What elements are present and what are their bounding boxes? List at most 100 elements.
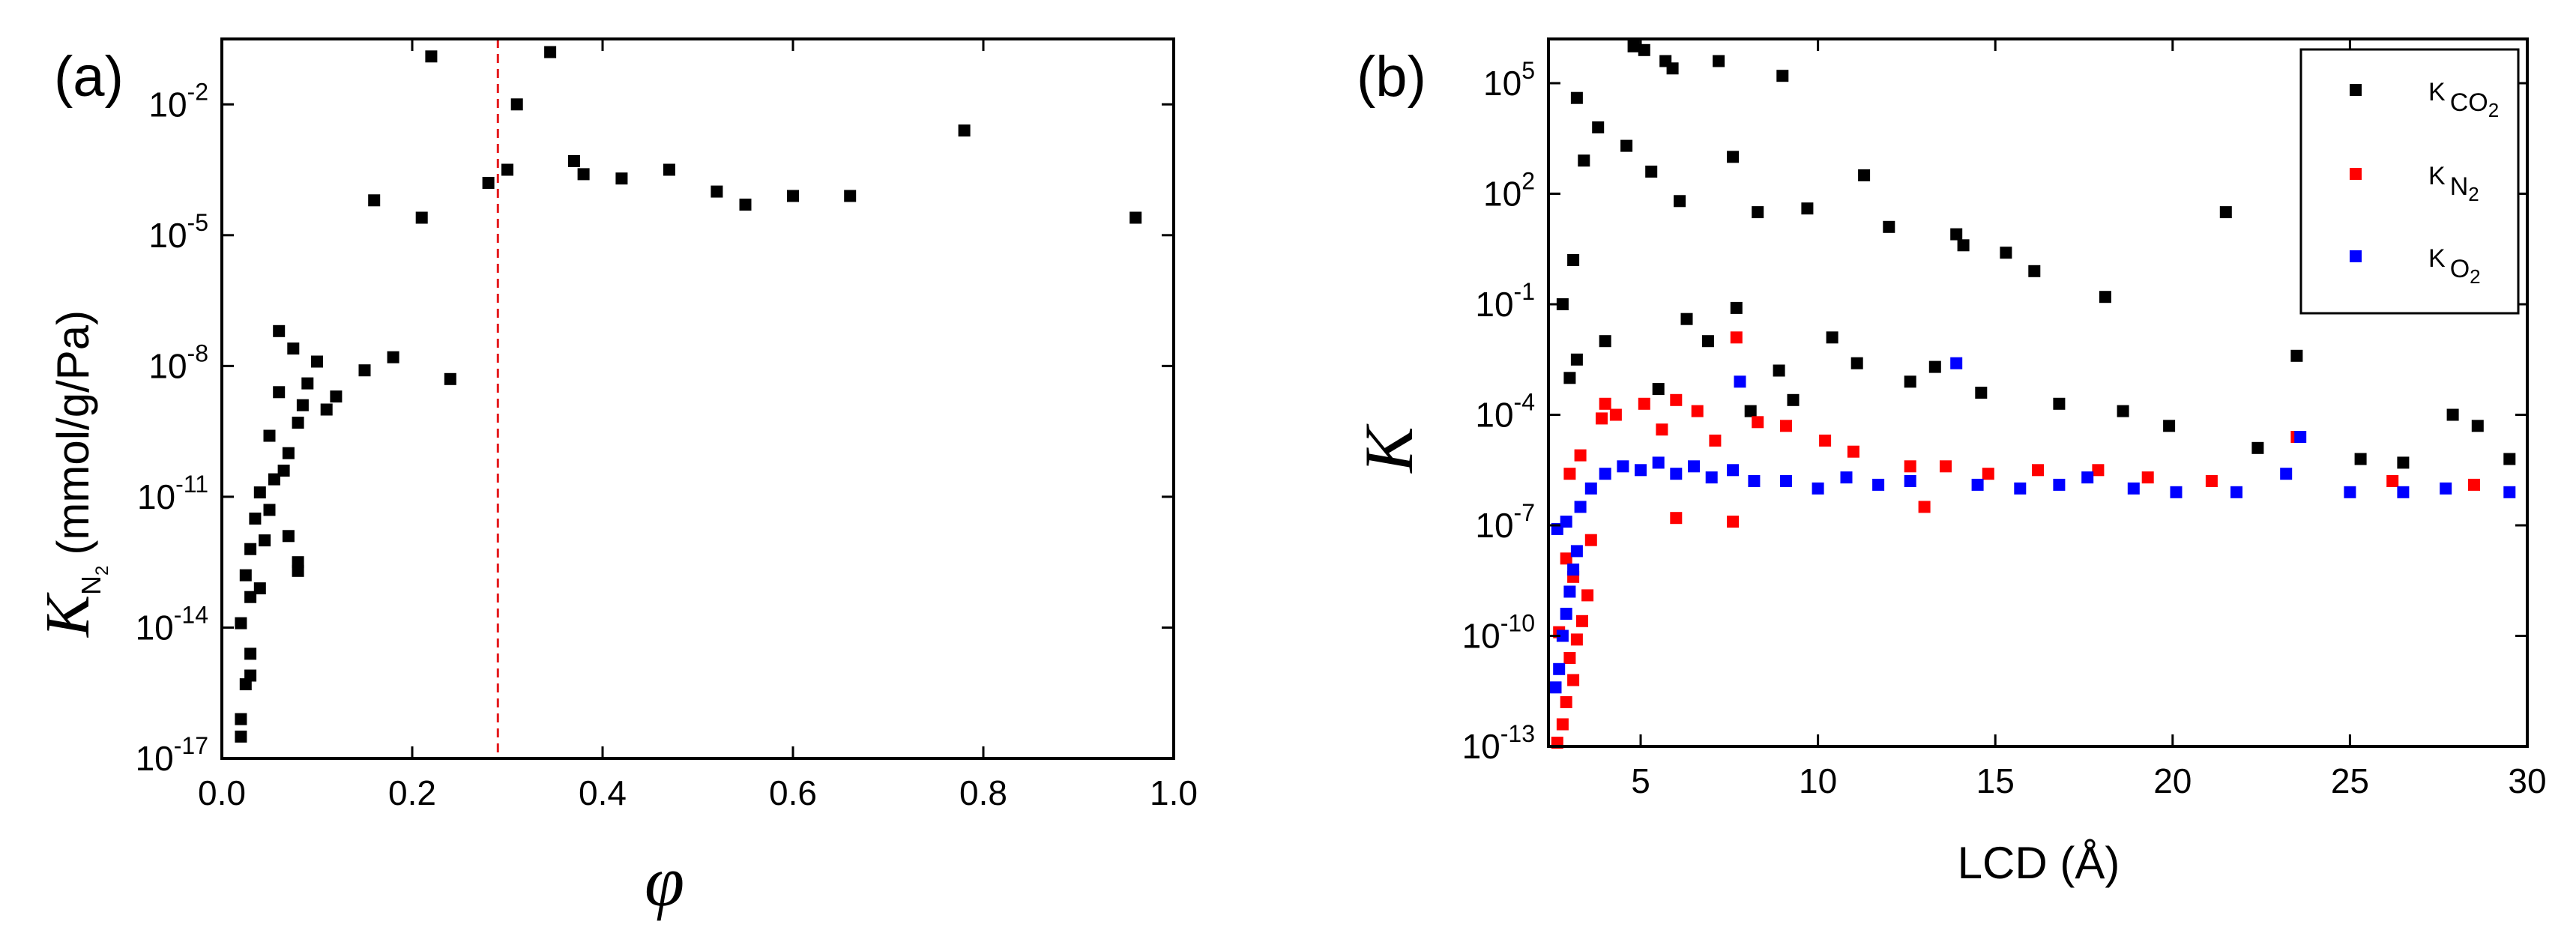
- data-point: [1701, 335, 1714, 348]
- data-point: [1556, 298, 1569, 310]
- data-point: [282, 530, 295, 543]
- data-point: [577, 168, 590, 181]
- data-point: [368, 194, 381, 207]
- data-point: [1819, 434, 1832, 447]
- panel-a-x-axis: 0.0 0.2 0.4 0.6 0.8 1.0: [198, 39, 1198, 812]
- data-point: [1713, 55, 1725, 67]
- y-tick-label: 10-7: [1475, 499, 1535, 545]
- data-point: [2468, 478, 2480, 491]
- data-point: [1744, 405, 1757, 417]
- data-point: [1840, 471, 1853, 484]
- panel-a-y-axis-subscript: N: [76, 576, 106, 595]
- panel-b-scatter-layer: [1549, 40, 2516, 749]
- data-point: [1780, 420, 1792, 432]
- data-point: [1553, 662, 1566, 675]
- data-point: [2397, 456, 2410, 469]
- data-point: [1940, 460, 1952, 473]
- legend-item-kn2: K N2: [2350, 162, 2479, 205]
- data-point: [1592, 121, 1605, 133]
- data-point: [1563, 652, 1576, 664]
- data-point: [1734, 375, 1746, 388]
- legend-marker-kn2: [2350, 168, 2362, 180]
- data-point: [244, 543, 257, 555]
- data-point: [282, 447, 295, 459]
- data-point: [2503, 453, 2516, 465]
- data-point: [1599, 397, 1611, 410]
- data-point: [2205, 475, 2218, 487]
- panel-b: (b) 5 10 15 20 25 30 10-1310-1010-710-410-110…: [1351, 37, 2547, 888]
- data-point: [1872, 478, 1885, 491]
- panel-a-y-axis-title: KN2 (mmol/g/Pa): [33, 310, 112, 638]
- data-point: [1596, 412, 1608, 425]
- data-point: [1599, 335, 1611, 348]
- panel-b-y-axis: 10-13 10-10 10-7 10-4 10-1 102 105: [1462, 57, 2527, 766]
- data-point: [1638, 397, 1650, 410]
- data-point: [1776, 70, 1789, 82]
- data-point: [1982, 468, 1994, 480]
- data-point: [739, 199, 752, 211]
- y-tick-label: 10-8: [148, 339, 208, 385]
- data-point: [1773, 364, 1785, 377]
- data-point: [2344, 486, 2356, 498]
- data-point: [1904, 460, 1916, 473]
- legend-marker-ko2: [2350, 250, 2362, 262]
- series-k-n2: [235, 46, 1142, 743]
- legend-item-kco2: K CO2: [2350, 78, 2499, 121]
- data-point: [1812, 482, 1824, 495]
- data-point: [2081, 471, 2094, 484]
- data-point: [1730, 331, 1743, 344]
- x-tick-label: 5: [1631, 761, 1650, 800]
- data-point: [2053, 478, 2066, 491]
- panel-a: (a) 0.0 0.2 0.4 0.6 0.8 1.0 10-1710-1410-1110…: [33, 37, 1198, 921]
- data-point: [239, 569, 252, 582]
- data-point: [263, 429, 276, 442]
- panel-b-label: (b): [1357, 45, 1426, 109]
- data-point: [1674, 195, 1686, 208]
- data-point: [2117, 405, 2129, 417]
- data-point: [273, 324, 286, 337]
- panel-a-label: (a): [54, 45, 124, 109]
- data-point: [244, 669, 257, 682]
- data-point: [1570, 353, 1583, 366]
- data-point: [1556, 718, 1569, 731]
- data-point: [1574, 501, 1587, 513]
- data-point: [2053, 397, 2066, 410]
- data-point: [2032, 464, 2044, 477]
- data-point: [615, 172, 628, 185]
- data-point: [2000, 247, 2012, 259]
- y-tick-label: 10-4: [1475, 389, 1535, 435]
- x-tick-label: 20: [2153, 761, 2192, 800]
- data-point: [301, 377, 314, 390]
- data-point: [425, 50, 438, 63]
- panel-a-y-axis-units: (mmol/g/Pa): [48, 310, 98, 555]
- data-point: [1752, 416, 1764, 429]
- data-point: [2141, 471, 2154, 484]
- data-point: [1826, 331, 1839, 344]
- data-point: [1904, 375, 1916, 388]
- data-point: [244, 591, 257, 603]
- legend-ko2-sub: O: [2450, 255, 2470, 283]
- data-point: [1680, 312, 1693, 325]
- data-point: [1688, 460, 1700, 473]
- y-tick-label: 10-1: [1475, 278, 1535, 324]
- data-point: [2028, 265, 2041, 277]
- data-point: [1581, 589, 1594, 602]
- data-point: [501, 163, 513, 176]
- x-tick-label: 25: [2331, 761, 2369, 800]
- panel-b-y-axis-title: K: [1351, 423, 1427, 474]
- data-point: [1570, 91, 1583, 104]
- data-point: [1883, 220, 1895, 233]
- panel-b-legend: K CO2 K N2 K O2: [2299, 48, 2520, 315]
- data-point: [1570, 545, 1583, 558]
- data-point: [296, 399, 309, 411]
- x-tick-label: 1.0: [1150, 773, 1198, 812]
- data-point: [1727, 464, 1740, 477]
- x-tick-label: 10: [1799, 761, 1837, 800]
- data-point: [958, 124, 971, 137]
- data-point: [1563, 468, 1576, 480]
- data-point: [1670, 393, 1683, 406]
- y-tick-label: 10-10: [1462, 610, 1535, 656]
- data-point: [787, 190, 799, 202]
- legend-kn2-main: K: [2428, 162, 2446, 190]
